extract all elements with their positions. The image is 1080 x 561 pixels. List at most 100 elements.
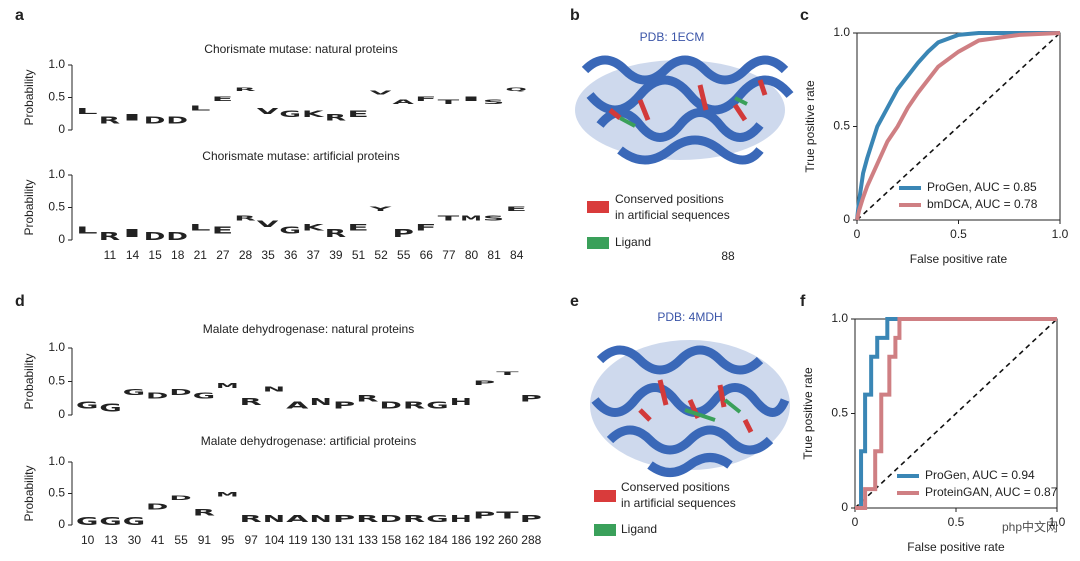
x-tick-label: 130 (311, 533, 331, 547)
logo-letter: R (239, 396, 263, 407)
logo-letter: V (257, 107, 279, 116)
logo-letter: M (460, 215, 482, 223)
logo-letter: G (99, 516, 121, 528)
x-tick-label: 21 (194, 248, 208, 262)
logo-letter: E (212, 96, 234, 103)
logo-letter: G (426, 513, 448, 525)
x-tick-label: 28 (239, 248, 253, 262)
diagonal (856, 32, 1061, 221)
logo-letter: Y (367, 206, 392, 213)
logo-letter: I (460, 96, 482, 103)
x-tick-label: 0.5 (948, 515, 965, 529)
logo-letter: G (99, 402, 121, 414)
logo-letter: A (286, 399, 310, 411)
y-axis-label: Probability (22, 69, 36, 125)
y-tick-label: 1.0 (48, 340, 65, 354)
x-tick-label: 81 (487, 248, 501, 262)
panel-label: c (800, 7, 809, 24)
x-tick-label: 288 (521, 533, 541, 547)
x-tick-label: 184 (428, 533, 448, 547)
chart-title: Chorismate mutase: natural proteins (204, 42, 397, 56)
logo-letter: R (356, 394, 378, 404)
logo-letter: K (302, 110, 326, 120)
chart-title: Chorismate mutase: artificial proteins (202, 149, 399, 163)
note: 88 (721, 249, 735, 263)
x-tick-label: 260 (498, 533, 518, 547)
panel-label: d (15, 293, 25, 310)
logo-letter: V (370, 91, 394, 96)
x-tick-label: 36 (284, 248, 298, 262)
logo-letter: L (76, 107, 99, 116)
roc-curve (855, 317, 1057, 510)
panel-label: f (800, 293, 806, 310)
protein-structure (590, 340, 790, 477)
legend-text: ProGen, AUC = 0.85 (927, 180, 1037, 194)
y-tick-label: 0.5 (48, 90, 65, 104)
logo-letter: R (403, 399, 427, 411)
logo-letter: D (144, 230, 166, 243)
x-tick-label: 131 (335, 533, 355, 547)
x-tick-label: 0 (852, 515, 859, 529)
x-tick-label: 41 (151, 533, 165, 547)
x-tick-label: 55 (397, 248, 411, 262)
y-axis-label: True positive rate (803, 80, 817, 173)
logo-letter: N (263, 513, 285, 525)
logo-letter: E (347, 222, 369, 233)
diagonal (854, 318, 1058, 509)
chart-title: Malate dehydrogenase: natural proteins (203, 322, 414, 336)
pdb-id: PDB: 1ECM (640, 30, 705, 44)
logo-letter: G (76, 516, 98, 528)
x-tick-label: 97 (244, 533, 258, 547)
legend-text: Conserved positions (615, 192, 724, 206)
logo-letter: N (310, 396, 332, 407)
x-tick-label: 18 (171, 248, 185, 262)
x-tick-label: 51 (352, 248, 366, 262)
x-tick-label: 14 (126, 248, 140, 262)
y-tick-label: 0 (58, 232, 65, 246)
x-tick-label: 77 (442, 248, 456, 262)
x-tick-label: 1.0 (1049, 515, 1066, 529)
y-tick-label: 0 (58, 407, 65, 421)
logo-letter: Q (505, 88, 528, 93)
x-tick-label: 80 (465, 248, 479, 262)
y-tick-label: 1.0 (48, 454, 65, 468)
logo-letter: E (347, 110, 369, 120)
x-tick-label: 0.5 (950, 227, 967, 241)
logo-letter: F (415, 222, 437, 233)
y-tick-label: 0 (841, 500, 848, 514)
chart-title: Malate dehydrogenase: artificial protein… (201, 434, 416, 448)
y-tick-label: 1.0 (833, 25, 850, 39)
logo-letter: R (239, 513, 263, 525)
logo-letter: P (333, 513, 355, 525)
pdb-id: PDB: 4MDH (657, 310, 722, 324)
logo-letter: G (76, 399, 98, 411)
legend-text: ProteinGAN, AUC = 0.87 (925, 485, 1058, 499)
x-tick-label: 1.0 (1052, 227, 1069, 241)
x-tick-label: 15 (148, 248, 162, 262)
logo-letter: D (380, 513, 402, 525)
legend-swatch (587, 237, 609, 249)
logo-letter: T (438, 99, 461, 106)
logo-letter: A (286, 513, 310, 525)
logo-letter: A (392, 99, 415, 106)
x-tick-label: 10 (81, 533, 95, 547)
logo-letter: M (216, 383, 238, 391)
x-tick-label: 13 (104, 533, 118, 547)
x-tick-label: 91 (198, 533, 212, 547)
watermark: php中文网 (1002, 519, 1058, 534)
logo-letter: L (189, 222, 211, 233)
x-tick-label: 0 (854, 227, 861, 241)
y-axis-label: Probability (22, 465, 36, 521)
x-tick-label: 162 (405, 533, 425, 547)
logo-letter: H (450, 513, 472, 525)
x-tick-label: 52 (374, 248, 388, 262)
x-axis-label: False positive rate (907, 540, 1005, 554)
logo-letter: R (99, 115, 122, 126)
logo-letter: P (333, 399, 355, 411)
x-tick-label: 30 (128, 533, 142, 547)
y-axis-label: True positive rate (801, 367, 815, 460)
logo-letter: T (496, 510, 520, 521)
x-tick-label: 39 (329, 248, 343, 262)
y-tick-label: 1.0 (48, 57, 65, 71)
